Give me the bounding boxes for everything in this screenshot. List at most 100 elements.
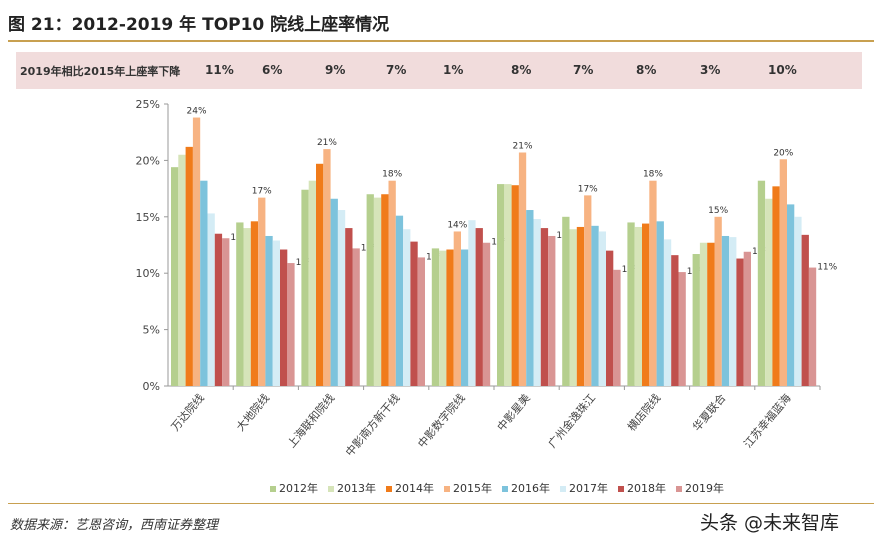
data-label: 18% xyxy=(382,170,402,180)
bar-2014年 xyxy=(446,249,454,386)
data-label: 18% xyxy=(643,170,663,180)
decline-value: 10% xyxy=(768,63,797,77)
y-tick-label: 10% xyxy=(136,267,160,280)
data-label: 17% xyxy=(252,187,272,197)
data-label: 15% xyxy=(708,206,728,216)
bar-2017年 xyxy=(468,220,476,386)
title-divider xyxy=(8,40,874,42)
legend-label: 2017年 xyxy=(569,482,608,495)
data-label: 24% xyxy=(187,107,207,117)
bar-2013年 xyxy=(765,198,773,386)
bar-2012年 xyxy=(692,254,700,386)
x-tick-label: 江苏幸福蓝海 xyxy=(741,391,794,451)
bar-2015年 xyxy=(649,180,657,386)
bar-2016年 xyxy=(591,225,599,386)
bar-2012年 xyxy=(627,222,635,386)
x-tick-label: 广州金逸珠江 xyxy=(545,391,598,451)
bar-2013年 xyxy=(373,197,382,386)
data-label: 11% xyxy=(817,263,837,273)
legend-item: 2019年 xyxy=(676,480,724,496)
bar-2018年 xyxy=(214,233,223,386)
bar-2013年 xyxy=(439,250,447,386)
decline-value: 8% xyxy=(511,63,532,77)
x-tick-label: 万达院线 xyxy=(168,391,207,434)
x-tick-label: 中影南方新干线 xyxy=(342,391,402,459)
bar-2017年 xyxy=(794,216,802,386)
bar-2018年 xyxy=(410,241,418,386)
bar-2013年 xyxy=(308,180,316,386)
decline-value: 7% xyxy=(573,63,594,77)
bar-2015年 xyxy=(388,180,396,386)
y-tick-label: 20% xyxy=(136,154,160,167)
bar-2013年 xyxy=(699,242,708,386)
x-tick-label: 华夏联合 xyxy=(689,391,728,434)
bar-2015年 xyxy=(779,159,787,386)
bar-2015年 xyxy=(714,216,722,386)
bar-2017年 xyxy=(403,229,411,386)
y-tick-label: 0% xyxy=(143,380,160,393)
bar-2017年 xyxy=(337,210,346,386)
decline-value: 11% xyxy=(205,63,234,77)
bar-2015年 xyxy=(323,149,331,386)
y-tick-label: 15% xyxy=(136,211,160,224)
bar-2013年 xyxy=(243,228,251,386)
bar-2014年 xyxy=(576,226,585,386)
x-tick-label: 横店院线 xyxy=(624,391,663,434)
bar-2017年 xyxy=(207,213,215,386)
bar-2016年 xyxy=(265,235,273,386)
legend-label: 2019年 xyxy=(685,482,724,495)
data-label: 21% xyxy=(317,138,337,148)
data-label: 20% xyxy=(773,148,793,158)
legend-swatch xyxy=(676,486,682,492)
bar-2014年 xyxy=(185,146,193,386)
bar-2019年 xyxy=(287,263,295,386)
bar-2019年 xyxy=(743,251,751,386)
x-tick-label: 上海联和院线 xyxy=(284,391,337,451)
footer-divider xyxy=(8,503,874,504)
bar-2016年 xyxy=(526,210,534,386)
legend-label: 2018年 xyxy=(627,482,666,495)
legend-swatch xyxy=(560,486,566,492)
bar-2012年 xyxy=(236,222,244,386)
bar-2015年 xyxy=(584,195,592,386)
bar-2014年 xyxy=(250,221,259,386)
bar-2012年 xyxy=(757,180,766,386)
bar-2014年 xyxy=(707,242,715,386)
y-tick-label: 5% xyxy=(143,324,160,337)
bar-2016年 xyxy=(330,198,338,386)
legend-swatch xyxy=(328,486,334,492)
y-tick-label: 25% xyxy=(136,98,160,111)
bar-2012年 xyxy=(366,194,374,386)
bar-2016年 xyxy=(656,221,664,386)
x-tick-label: 大地院线 xyxy=(233,391,272,434)
legend-label: 2016年 xyxy=(511,482,550,495)
bar-2018年 xyxy=(801,234,809,386)
bar-2014年 xyxy=(316,163,324,386)
bar-2013年 xyxy=(569,229,577,386)
decline-row-label: 2019年相比2015年上座率下降 xyxy=(20,65,181,78)
bar-2013年 xyxy=(178,154,186,386)
legend-item: 2013年 xyxy=(328,480,376,496)
decline-value: 8% xyxy=(636,63,657,77)
bar-2016年 xyxy=(395,215,404,386)
bar-2018年 xyxy=(671,255,679,386)
bar-2016年 xyxy=(787,204,795,386)
legend-item: 2018年 xyxy=(618,480,666,496)
bar-2018年 xyxy=(736,258,744,386)
bar-chart: 0%5%10%15%20%25%万达院线24%13%大地院线17%11%上海联和… xyxy=(136,98,838,459)
bar-2012年 xyxy=(171,167,179,386)
legend-item: 2014年 xyxy=(386,480,434,496)
legend-swatch xyxy=(386,486,392,492)
bar-2014年 xyxy=(511,185,519,386)
legend-item: 2012年 xyxy=(270,480,318,496)
legend-label: 2013年 xyxy=(337,482,376,495)
bar-2018年 xyxy=(345,228,353,386)
bar-2017年 xyxy=(598,231,606,386)
bar-2016年 xyxy=(200,180,208,386)
bar-2019年 xyxy=(352,248,360,386)
bar-2018年 xyxy=(475,228,483,386)
decline-value: 1% xyxy=(443,63,464,77)
bar-2012年 xyxy=(431,248,440,386)
bar-2019年 xyxy=(808,267,817,386)
bar-2014年 xyxy=(772,186,780,386)
